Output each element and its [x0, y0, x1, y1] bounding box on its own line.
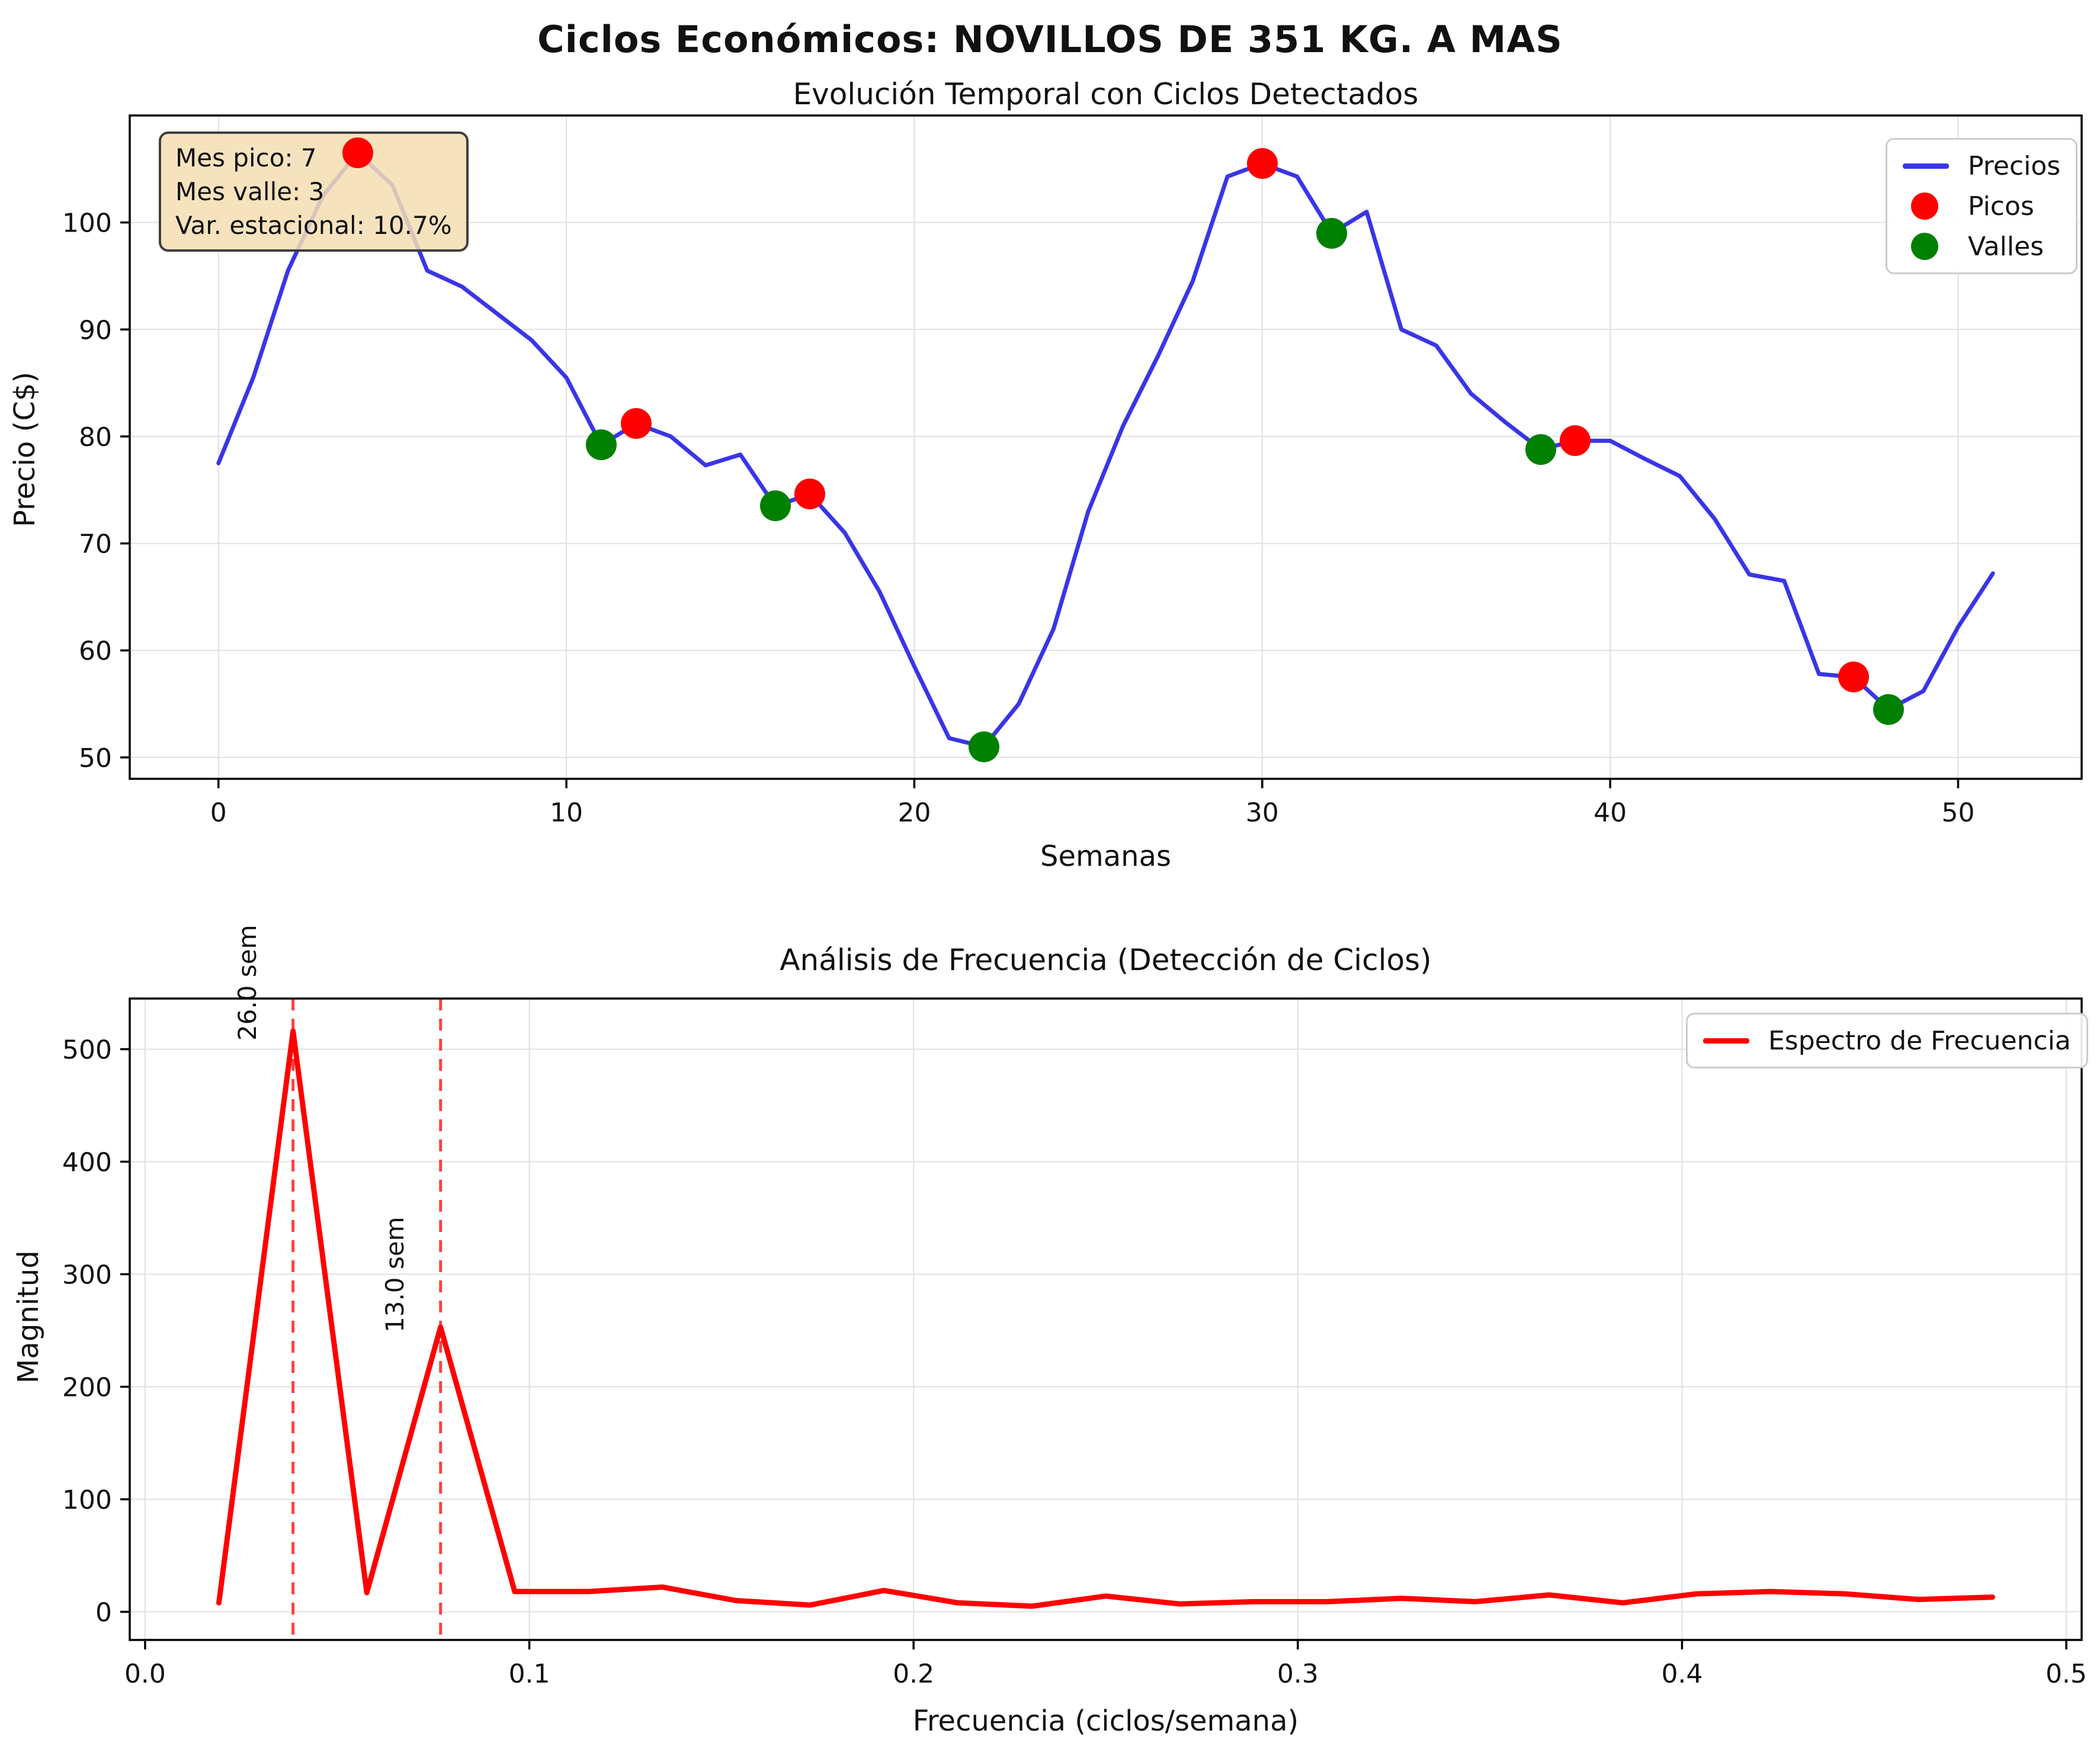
espectro-line-swatch	[1703, 1038, 1768, 1044]
legend-label-valles: Valles	[1968, 231, 2044, 262]
frequency-chart-legend: Espectro de Frecuencia	[1686, 1013, 2088, 1068]
marker-picos-week-4	[342, 137, 373, 169]
ytick-label: 50	[79, 743, 112, 773]
xtick-label: 20	[897, 798, 931, 828]
legend-item-picos: Picos	[1903, 188, 2060, 224]
xtick-label: 30	[1246, 798, 1279, 828]
xtick-label: 0.5	[2046, 1659, 2087, 1689]
ytick-label: 90	[79, 315, 112, 345]
ytick-label: 100	[62, 208, 112, 239]
legend-label-espectro: Espectro de Frecuencia	[1768, 1025, 2071, 1056]
price-chart-legend: Precios Picos Valles	[1886, 138, 2078, 274]
frequency-chart-xlabel: Frecuencia (ciclos/semana)	[912, 1705, 1299, 1738]
series-Espectro de Frecuencia	[216, 1028, 1995, 1609]
price-chart-title: Evolución Temporal con Ciclos Detectados	[793, 77, 1419, 111]
legend-item-espectro: Espectro de Frecuencia	[1703, 1023, 2071, 1058]
legend-item-valles: Valles	[1903, 229, 2060, 264]
xtick-label: 50	[1941, 798, 1974, 828]
frequency-chart-ylabel: Magnitud	[12, 1250, 45, 1384]
marker-picos-week-39	[1560, 425, 1591, 457]
ytick-label: 60	[79, 636, 112, 666]
price-chart-ylabel: Precio (C$)	[8, 371, 41, 527]
xtick-label: 0.4	[1661, 1659, 1703, 1689]
price-chart-xlabel: Semanas	[1040, 840, 1171, 873]
series-Precios	[216, 150, 1995, 749]
annotation-line-valley-month: Mes valle: 3	[175, 177, 325, 206]
ytick-label: 80	[79, 422, 112, 452]
valles-dot-swatch	[1903, 233, 1968, 260]
frequency-chart-title: Análisis de Frecuencia (Detección de Cic…	[780, 943, 1432, 977]
marker-valles-week-32	[1316, 217, 1348, 249]
marker-picos-week-47	[1838, 662, 1870, 693]
marker-valles-week-48	[1873, 694, 1905, 725]
xtick-label: 0	[210, 798, 227, 828]
cycle-label-13-weeks: 13.0 sem	[380, 1216, 409, 1333]
cycle-label-26-weeks: 26.0 sem	[233, 925, 262, 1041]
ytick-label: 400	[62, 1148, 112, 1178]
figure-title: Ciclos Económicos: NOVILLOS DE 351 KG. A…	[537, 18, 1563, 61]
marker-picos-week-17	[794, 479, 826, 510]
axes-spines	[129, 114, 2083, 780]
marker-valles-week-16	[759, 490, 791, 522]
marker-valles-week-38	[1525, 434, 1556, 465]
xtick-label: 0.2	[893, 1659, 934, 1689]
ytick-label: 70	[79, 529, 112, 560]
annotation-line-peak-month: Mes pico: 7	[175, 143, 317, 172]
marker-picos-week-12	[620, 408, 652, 439]
marker-picos-week-30	[1246, 148, 1278, 179]
xtick-label: 0.3	[1277, 1659, 1319, 1689]
legend-label-precios: Precios	[1968, 150, 2061, 181]
marker-valles-week-11	[585, 429, 617, 461]
legend-label-picos: Picos	[1968, 191, 2034, 222]
precios-line-swatch	[1903, 163, 1968, 169]
xtick-label: 10	[550, 798, 583, 828]
xtick-label: 0.1	[509, 1659, 550, 1689]
seasonality-annotation: Mes pico: 7 Mes valle: 3 Var. estacional…	[159, 131, 469, 252]
ytick-label: 0	[95, 1598, 112, 1628]
ytick-label: 200	[62, 1373, 112, 1403]
xtick-label: 40	[1594, 798, 1627, 828]
ytick-label: 500	[62, 1035, 112, 1065]
xtick-label: 0.0	[124, 1659, 166, 1689]
legend-item-precios: Precios	[1903, 148, 2060, 184]
axes-spines	[129, 997, 2083, 1641]
ytick-label: 100	[62, 1485, 112, 1516]
picos-dot-swatch	[1903, 192, 1968, 220]
annotation-line-seasonal-variation: Var. estacional: 10.7%	[175, 211, 452, 240]
marker-valles-week-22	[968, 731, 999, 762]
ytick-label: 300	[62, 1260, 112, 1291]
